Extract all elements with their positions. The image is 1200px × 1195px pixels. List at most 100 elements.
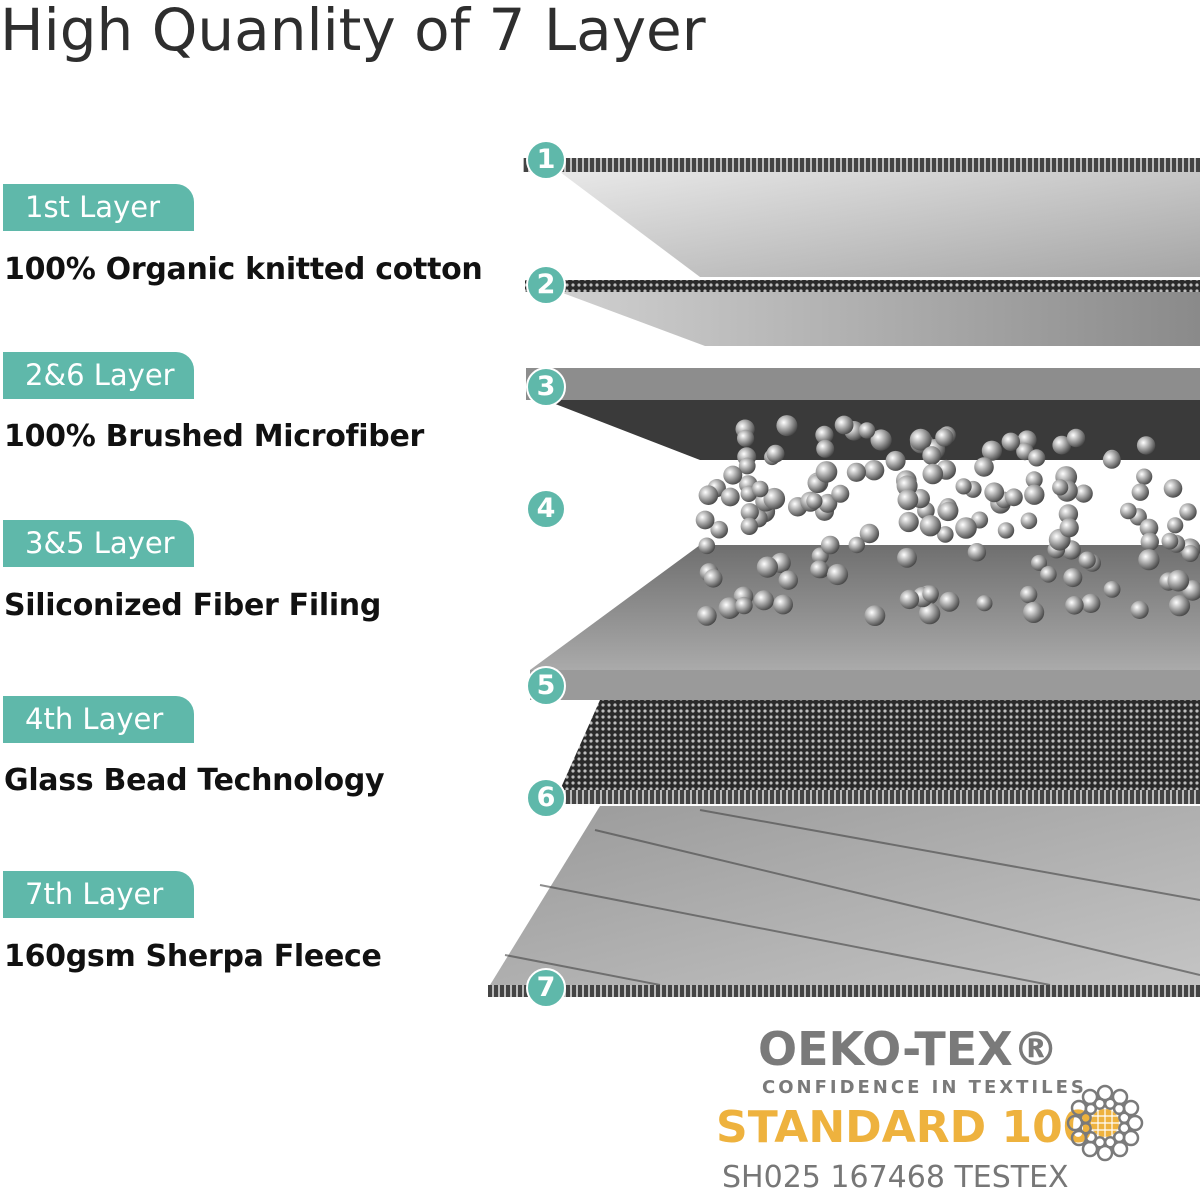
glass-bead bbox=[818, 493, 838, 513]
glass-bead bbox=[1103, 581, 1121, 598]
layer-number-1: 1 bbox=[526, 140, 566, 180]
glass-bead bbox=[1059, 518, 1079, 538]
glass-bead bbox=[723, 465, 743, 485]
glass-bead bbox=[696, 605, 717, 626]
glass-bead bbox=[997, 522, 1015, 539]
layer-description-2-6: 100% Brushed Microfiber bbox=[4, 419, 424, 454]
glass-bead bbox=[967, 543, 987, 562]
glass-bead bbox=[698, 537, 716, 555]
layer-6-microfiber bbox=[560, 700, 1200, 804]
glass-bead bbox=[1136, 436, 1156, 455]
glass-bead bbox=[698, 485, 719, 506]
glass-bead bbox=[1052, 435, 1072, 455]
glass-bead bbox=[1052, 479, 1069, 496]
glass-bead bbox=[815, 461, 838, 483]
layer-description-3-5: Siliconized Fiber Filing bbox=[4, 588, 382, 623]
layer-description-1st: 100% Organic knitted cotton bbox=[4, 252, 483, 287]
layer-1-cotton bbox=[523, 158, 1200, 277]
glass-bead bbox=[1161, 532, 1179, 550]
glass-bead bbox=[922, 463, 944, 485]
glass-bead bbox=[740, 503, 759, 522]
layer-5-fiber bbox=[530, 545, 1200, 700]
glass-bead bbox=[1023, 601, 1045, 624]
glass-bead bbox=[1102, 450, 1121, 469]
glass-bead bbox=[859, 523, 880, 544]
layer-number-3: 3 bbox=[526, 367, 566, 407]
glass-bead bbox=[740, 517, 758, 535]
glass-bead bbox=[1179, 503, 1197, 521]
glass-bead bbox=[981, 440, 1003, 461]
glass-bead bbox=[1081, 593, 1101, 614]
glass-bead bbox=[1140, 532, 1160, 551]
glass-bead bbox=[1058, 504, 1079, 524]
glass-bead bbox=[1074, 484, 1093, 503]
layer-2-microfiber bbox=[525, 280, 1200, 346]
glass-bead bbox=[831, 484, 850, 503]
glass-bead bbox=[1168, 595, 1191, 617]
glass-bead bbox=[738, 457, 756, 475]
layer-description-4th: Glass Bead Technology bbox=[4, 763, 385, 798]
glass-bead bbox=[766, 444, 785, 463]
glass-bead bbox=[1066, 428, 1086, 448]
glass-bead bbox=[1136, 468, 1153, 485]
glass-bead bbox=[1028, 449, 1046, 467]
glass-bead bbox=[846, 462, 867, 482]
glass-bead bbox=[1031, 554, 1047, 571]
layer-badge-7th: 7th Layer bbox=[3, 871, 194, 918]
oeko-tex-flower-icon bbox=[1066, 1084, 1144, 1162]
glass-bead bbox=[1167, 569, 1190, 592]
glass-bead bbox=[897, 489, 919, 511]
glass-bead bbox=[735, 596, 753, 615]
glass-bead bbox=[1181, 545, 1199, 562]
glass-bead bbox=[922, 446, 942, 465]
layer-number-6: 6 bbox=[526, 778, 566, 818]
oeko-tex-tagline: CONFIDENCE IN TEXTILES bbox=[762, 1077, 1087, 1098]
glass-bead bbox=[1001, 432, 1020, 451]
layer-description-7th: 160gsm Sherpa Fleece bbox=[4, 939, 382, 974]
layer-number-2: 2 bbox=[526, 265, 566, 305]
layer-7-sherpa bbox=[488, 806, 1200, 997]
glass-bead bbox=[919, 515, 942, 537]
glass-bead bbox=[1024, 484, 1045, 505]
oeko-tex-brand: OEKO-TEX® bbox=[758, 1022, 1059, 1076]
glass-bead bbox=[1005, 488, 1023, 507]
glass-bead bbox=[773, 594, 793, 615]
glass-bead bbox=[938, 501, 959, 521]
glass-bead bbox=[974, 457, 994, 477]
layer-number-5: 5 bbox=[526, 666, 566, 706]
glass-bead bbox=[898, 511, 919, 533]
glass-bead bbox=[976, 595, 993, 612]
glass-bead bbox=[695, 510, 715, 530]
glass-bead bbox=[1025, 471, 1043, 489]
glass-bead bbox=[1138, 549, 1160, 571]
glass-bead bbox=[756, 556, 779, 578]
layer-badge-2-6: 2&6 Layer bbox=[3, 352, 194, 399]
glass-bead bbox=[885, 450, 906, 471]
layer-badge-1st: 1st Layer bbox=[3, 184, 194, 231]
glass-bead bbox=[737, 429, 755, 447]
glass-bead bbox=[863, 460, 885, 481]
glass-bead bbox=[1040, 566, 1057, 583]
glass-bead bbox=[751, 480, 769, 498]
glass-bead bbox=[1065, 596, 1084, 615]
glass-bead bbox=[1063, 568, 1083, 588]
layer-badge-4th: 4th Layer bbox=[3, 696, 194, 743]
glass-bead bbox=[955, 517, 977, 539]
glass-bead bbox=[897, 547, 917, 568]
glass-bead bbox=[1020, 512, 1038, 530]
glass-bead bbox=[909, 428, 932, 451]
glass-bead bbox=[1078, 551, 1096, 569]
glass-bead bbox=[806, 493, 823, 510]
glass-bead bbox=[1163, 479, 1183, 498]
glass-bead bbox=[899, 589, 920, 610]
glass-bead bbox=[834, 415, 854, 435]
glass-bead bbox=[720, 487, 740, 507]
glass-bead bbox=[778, 570, 798, 590]
layer-number-4: 4 bbox=[526, 489, 566, 529]
glass-bead bbox=[815, 425, 834, 444]
glass-bead bbox=[937, 526, 954, 543]
page-title: High Quanlity of 7 Layer bbox=[0, 0, 706, 64]
layer-4-glass-beads bbox=[695, 415, 1200, 626]
glass-bead bbox=[984, 482, 1005, 503]
certificate-number: SH025 167468 TESTEX bbox=[722, 1160, 1069, 1195]
